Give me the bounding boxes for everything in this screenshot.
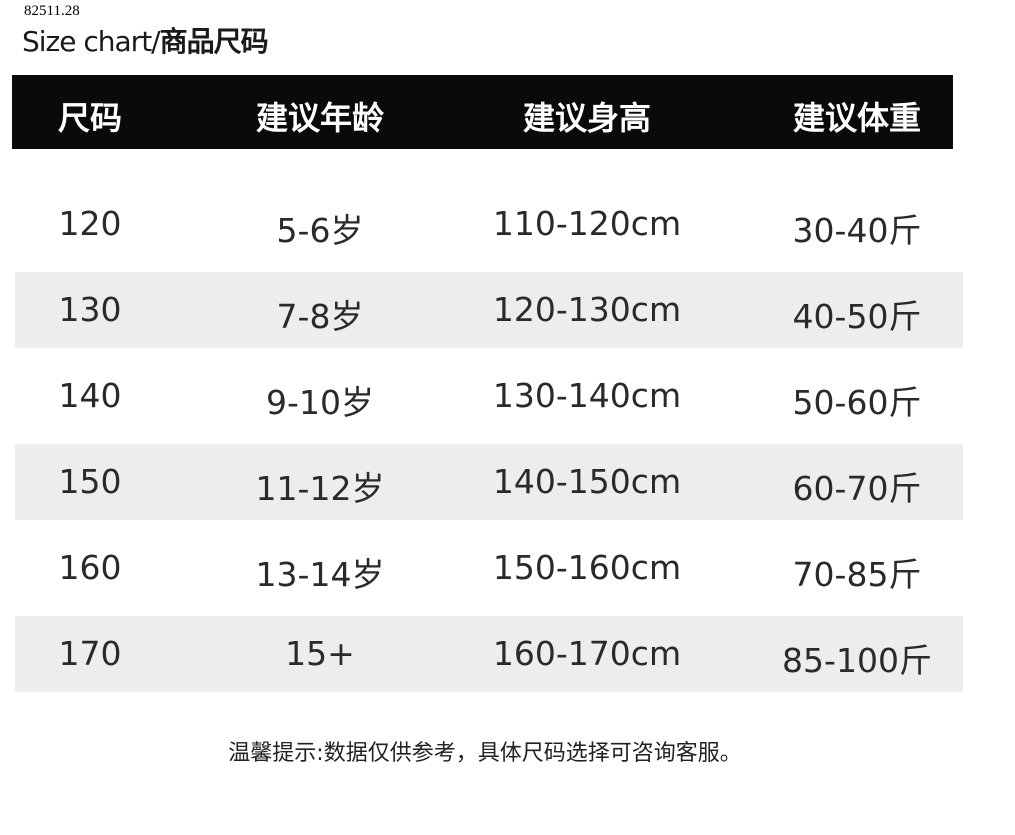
table-cell: 150-160cm: [492, 548, 682, 587]
column-header: 建议年龄: [255, 99, 385, 137]
table-cell: 40-50斤: [792, 297, 922, 336]
table-cell: 15+: [285, 634, 355, 673]
table-cell: 5-6岁: [276, 211, 364, 250]
table-cell: 30-40斤: [792, 211, 922, 250]
footer-note: 温馨提示:数据仅供参考，具体尺码选择可咨询客服。: [228, 741, 742, 766]
table-row: 120 5-6岁 110-120cm 30-40斤: [15, 186, 963, 262]
table-row: 130 7-8岁 120-130cm 40-50斤: [15, 272, 963, 348]
table-cell: 140-150cm: [492, 462, 682, 501]
table-cell: 120-130cm: [492, 290, 682, 329]
title-en: Size chart/: [22, 25, 161, 58]
title-cn: 商品尺码: [159, 25, 269, 58]
page-title: Size chart/商品尺码: [22, 25, 269, 58]
table-cell: 150: [58, 462, 122, 501]
table-cell: 160-170cm: [492, 634, 682, 673]
table-cell: 11-12岁: [255, 469, 385, 508]
table-cell: 120: [58, 204, 122, 243]
table-cell: 13-14岁: [255, 555, 385, 594]
table-header: 尺码 建议年龄 建议身高 建议体重: [12, 75, 953, 149]
column-header: 建议体重: [792, 99, 922, 137]
table-row: 170 15+ 160-170cm 85-100斤: [15, 616, 963, 692]
table-cell: 50-60斤: [792, 383, 922, 422]
table-row: 150 11-12岁 140-150cm 60-70斤: [15, 444, 963, 520]
table-cell: 130-140cm: [492, 376, 682, 415]
table-cell: 85-100斤: [782, 641, 932, 680]
column-header: 尺码: [57, 99, 123, 137]
table-cell: 7-8岁: [276, 297, 364, 336]
table-row: 140 9-10岁 130-140cm 50-60斤: [15, 358, 963, 434]
table-cell: 130: [58, 290, 122, 329]
table-cell: 9-10岁: [266, 383, 374, 422]
table-cell: 110-120cm: [492, 204, 682, 243]
column-header: 建议身高: [522, 99, 652, 137]
table-cell: 140: [58, 376, 122, 415]
table-cell: 170: [58, 634, 122, 673]
watermark-number: 82511.28: [24, 3, 80, 19]
table-cell: 70-85斤: [792, 555, 922, 594]
table-cell: 160: [58, 548, 122, 587]
table-row: 160 13-14岁 150-160cm 70-85斤: [15, 530, 963, 606]
table-cell: 60-70斤: [792, 469, 922, 508]
